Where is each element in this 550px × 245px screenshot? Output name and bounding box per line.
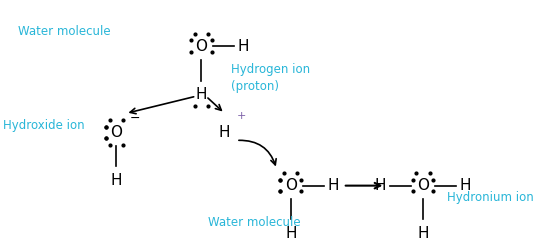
Text: H: H: [417, 226, 429, 241]
Text: H: H: [219, 125, 230, 140]
Text: H: H: [285, 226, 296, 241]
Text: O: O: [110, 125, 122, 140]
Text: +: +: [237, 111, 246, 121]
Text: O: O: [285, 178, 297, 193]
Text: Hydrogen ion
(proton): Hydrogen ion (proton): [232, 63, 311, 93]
Text: O: O: [417, 178, 429, 193]
Text: O: O: [195, 38, 207, 54]
Text: H: H: [195, 87, 207, 102]
Text: H: H: [328, 178, 339, 193]
Text: H: H: [111, 173, 122, 188]
Text: H: H: [375, 178, 386, 193]
Text: H: H: [460, 178, 471, 193]
Text: −: −: [130, 112, 140, 125]
Text: H: H: [238, 38, 249, 54]
Text: Hydroxide ion: Hydroxide ion: [3, 119, 84, 132]
Text: Water molecule: Water molecule: [18, 24, 111, 37]
Text: Hydronium ion: Hydronium ion: [447, 191, 534, 204]
Text: Water molecule: Water molecule: [208, 216, 301, 229]
